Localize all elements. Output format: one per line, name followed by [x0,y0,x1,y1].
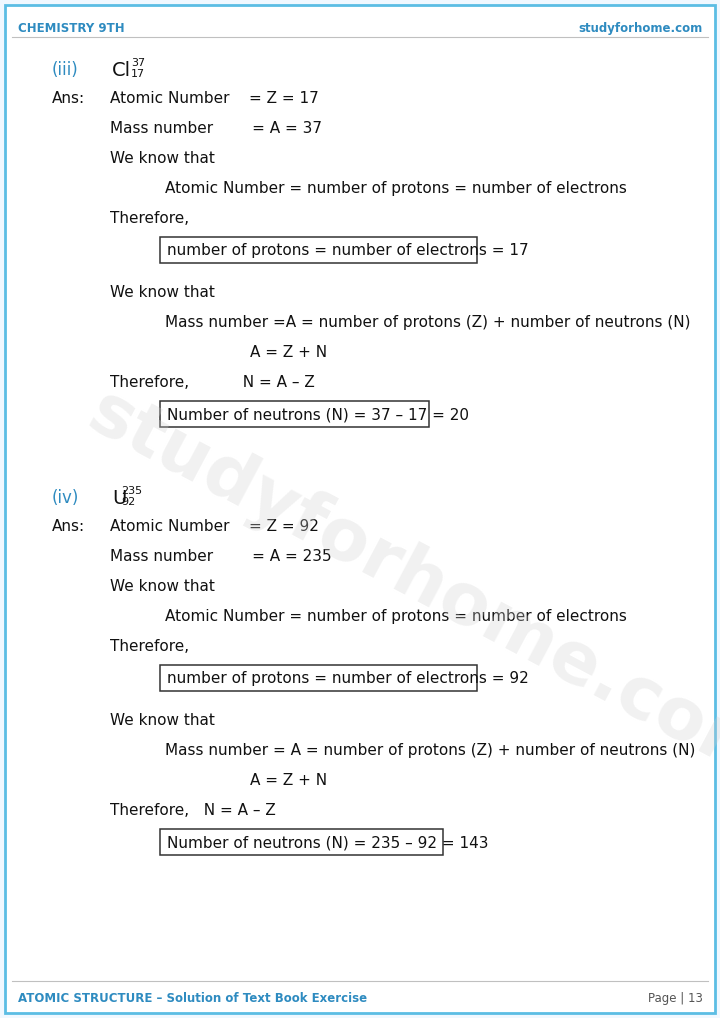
Text: Mass number =A = number of protons (Z) + number of neutrons (N): Mass number =A = number of protons (Z) +… [165,315,690,330]
Text: Page | 13: Page | 13 [648,992,703,1005]
Bar [160,829,443,855]
Text: Cl: Cl [112,61,131,80]
Text: 17: 17 [131,69,145,79]
Text: Atomic Number = number of protons = number of electrons: Atomic Number = number of protons = numb… [165,181,627,196]
Text: We know that: We know that [110,151,215,166]
Text: CHEMISTRY 9TH: CHEMISTRY 9TH [18,22,125,35]
Text: 37: 37 [131,58,145,68]
Text: Mass number        = A = 235: Mass number = A = 235 [110,549,332,564]
Text: (iv): (iv) [52,489,79,507]
Text: ATOMIC STRUCTURE – Solution of Text Book Exercise: ATOMIC STRUCTURE – Solution of Text Book… [18,992,367,1005]
Text: Therefore,: Therefore, [110,211,189,226]
Text: Ans:: Ans: [52,519,85,534]
Text: Atomic Number    = Z = 92: Atomic Number = Z = 92 [110,519,319,534]
Text: Atomic Number    = Z = 17: Atomic Number = Z = 17 [110,91,319,106]
Text: Atomic Number = number of protons = number of electrons: Atomic Number = number of protons = numb… [165,609,627,624]
Text: number of protons = number of electrons = 92: number of protons = number of electrons … [167,671,528,686]
Text: A = Z + N: A = Z + N [250,773,327,788]
Text: (iii): (iii) [52,61,78,79]
Text: Number of neutrons (N) = 235 – 92 = 143: Number of neutrons (N) = 235 – 92 = 143 [167,835,488,850]
Text: Therefore,           N = A – Z: Therefore, N = A – Z [110,375,315,390]
Text: studyforhome.com: studyforhome.com [76,378,720,798]
Text: 92: 92 [122,497,136,507]
Text: U: U [112,489,127,508]
Text: Mass number = A = number of protons (Z) + number of neutrons (N): Mass number = A = number of protons (Z) … [165,743,696,758]
Bar [160,665,477,691]
FancyBboxPatch shape [5,5,715,1013]
Text: Mass number        = A = 37: Mass number = A = 37 [110,121,322,136]
Bar [160,237,477,263]
Text: Therefore,   N = A – Z: Therefore, N = A – Z [110,803,276,818]
Text: We know that: We know that [110,713,215,728]
Bar [160,401,429,427]
Text: We know that: We know that [110,285,215,300]
Text: Number of neutrons (N) = 37 – 17 = 20: Number of neutrons (N) = 37 – 17 = 20 [167,407,469,422]
Text: studyforhome.com: studyforhome.com [579,22,703,35]
Text: number of protons = number of electrons = 17: number of protons = number of electrons … [167,243,528,258]
Text: A = Z + N: A = Z + N [250,345,327,360]
Text: Therefore,: Therefore, [110,639,189,654]
Text: We know that: We know that [110,579,215,593]
Text: 235: 235 [122,486,143,496]
Text: Ans:: Ans: [52,91,85,106]
